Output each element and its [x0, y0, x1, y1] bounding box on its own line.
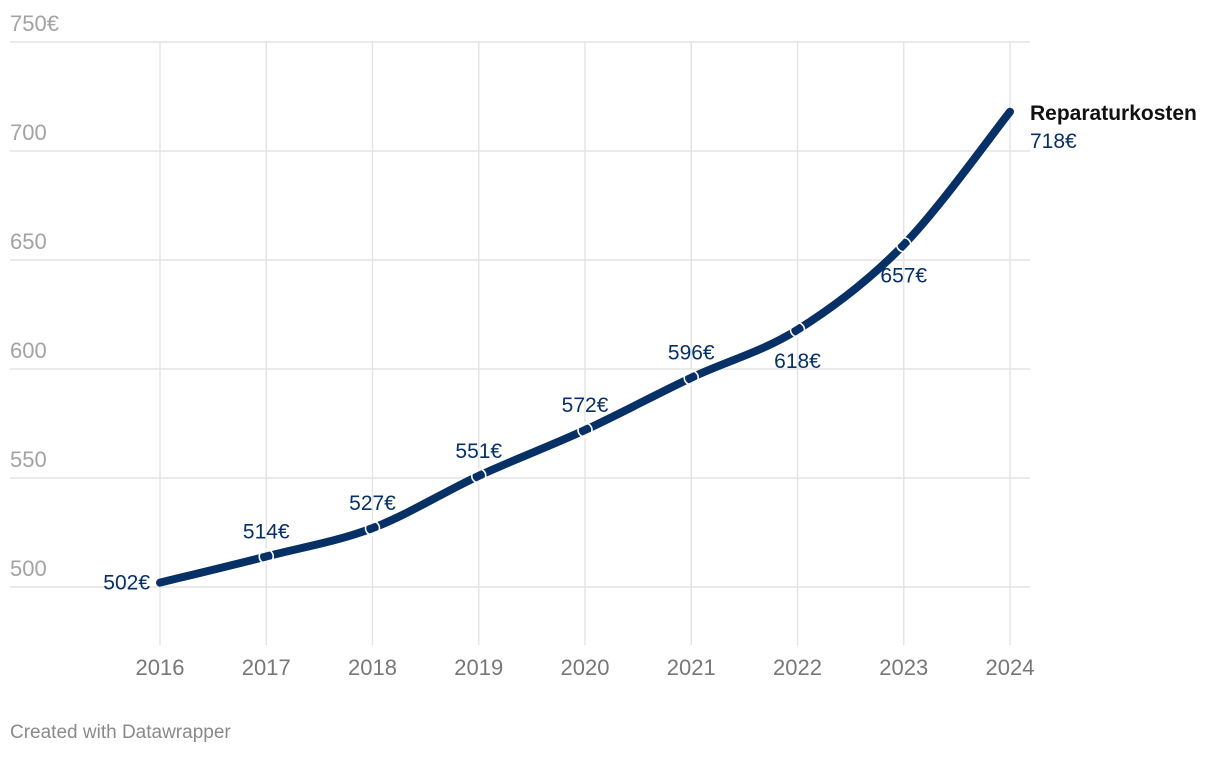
- y-tick-label: 500: [10, 556, 47, 581]
- y-tick-label: 650: [10, 229, 47, 254]
- data-point-marker: [470, 468, 487, 484]
- data-label: 572€: [562, 394, 609, 417]
- x-tick-label: 2021: [667, 655, 716, 680]
- y-tick-label: 550: [10, 447, 47, 472]
- data-point-marker: [577, 422, 593, 438]
- x-tick-label: 2018: [348, 655, 397, 680]
- data-labels: 502€ 514€ 527€ 551€ 572€ 596€ 618€ 657€ 718€: [103, 130, 1077, 595]
- x-tick-label: 2017: [242, 655, 291, 680]
- data-label: 618€: [774, 350, 821, 373]
- y-tick-label: 600: [10, 338, 47, 363]
- x-axis-ticks: 2016 2017 2018 2019 2020 2021 2022 2023 2024: [136, 655, 1035, 680]
- data-label: 596€: [668, 342, 715, 365]
- x-tick-label: 2024: [986, 655, 1035, 680]
- series-name-label: Reparaturkosten: [1030, 102, 1197, 125]
- data-point-marker: [789, 321, 806, 338]
- data-label: 502€: [103, 572, 150, 595]
- footer-credit: Created with Datawrapper: [10, 722, 231, 743]
- data-label: 551€: [455, 440, 502, 463]
- data-point-marker: [258, 548, 275, 565]
- data-label: 514€: [243, 520, 290, 543]
- x-tick-label: 2023: [879, 655, 928, 680]
- x-tick-label: 2020: [561, 655, 610, 680]
- data-label: 718€: [1030, 130, 1077, 153]
- data-points: [258, 236, 912, 565]
- series-line-reparaturkosten: [156, 107, 1014, 587]
- y-axis-ticks: 500 550 600 650 700 750€: [10, 11, 59, 581]
- data-label: 657€: [880, 265, 927, 288]
- data-point-marker: [895, 236, 912, 253]
- y-tick-label: 750€: [10, 11, 59, 36]
- data-point-marker: [364, 520, 381, 536]
- grid-lines: [10, 41, 1030, 645]
- x-tick-label: 2022: [773, 655, 822, 680]
- data-label: 527€: [349, 492, 396, 515]
- data-point-marker: [683, 369, 700, 386]
- y-tick-label: 700: [10, 120, 47, 145]
- x-tick-label: 2016: [136, 655, 185, 680]
- x-tick-label: 2019: [454, 655, 503, 680]
